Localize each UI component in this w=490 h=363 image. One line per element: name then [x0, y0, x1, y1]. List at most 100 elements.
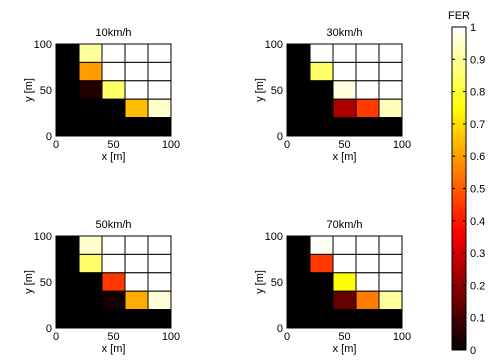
heatmap-cell: [286, 290, 311, 311]
colorbar-tick-label: 0.5: [470, 184, 485, 196]
heatmap-cell: [78, 61, 103, 82]
heatmap-cell: [309, 98, 334, 119]
heatmap-cell: [309, 235, 334, 255]
y-tick-label: 0: [277, 323, 283, 335]
x-axis-label: x [m]: [333, 151, 357, 163]
y-tick-label: 0: [46, 323, 52, 335]
heatmap-cell: [355, 61, 380, 82]
y-axis-label: y [m]: [23, 270, 35, 294]
heatmap-cell: [147, 309, 172, 329]
heatmap-cell: [101, 98, 126, 119]
heatmap-cell: [101, 290, 126, 311]
panel-title: 10km/h: [95, 27, 131, 39]
heatmap-cell: [309, 272, 334, 292]
colorbar-tick-label: 0.3: [470, 248, 485, 260]
colorbar-gradient: [452, 27, 466, 350]
y-tick-label: 50: [271, 277, 283, 289]
y-tick-label: 100: [265, 39, 283, 51]
heatmap-cell: [124, 309, 149, 329]
heatmap-cell: [55, 61, 80, 82]
y-tick-label: 100: [265, 231, 283, 243]
y-axis-label: y [m]: [254, 270, 266, 294]
heatmap-cell: [101, 235, 126, 255]
x-tick-label: 50: [338, 139, 350, 151]
heatmap-cell: [286, 253, 311, 274]
heatmap-cell: [332, 61, 357, 82]
heatmap-cell: [124, 272, 149, 292]
heatmap-cell: [124, 80, 149, 100]
y-axis-label: y [m]: [23, 78, 35, 102]
panel-title: 70km/h: [326, 219, 362, 231]
heatmap-cell: [55, 98, 80, 119]
heatmap-cell: [378, 309, 403, 329]
x-tick-label: 100: [162, 331, 180, 343]
colorbar-tick-label: 0.8: [470, 87, 485, 99]
x-tick-label: 0: [53, 139, 59, 151]
heatmap-cell: [378, 80, 403, 100]
heatmap-cell: [378, 117, 403, 137]
x-tick-label: 50: [107, 331, 119, 343]
heatmap-cell: [124, 253, 149, 274]
heatmap-cell: [147, 43, 172, 63]
heatmap-cell: [286, 98, 311, 119]
x-tick-label: 50: [338, 331, 350, 343]
heatmap-cell: [147, 117, 172, 137]
colorbar-tick-label: 0: [470, 345, 476, 357]
heatmap-cell: [309, 61, 334, 82]
heatmap-cell: [332, 272, 357, 292]
heatmap-cell: [286, 61, 311, 82]
heatmap-cell: [147, 98, 172, 119]
heatmap-cell: [78, 43, 103, 63]
heatmap-cell: [78, 253, 103, 274]
heatmap-cell: [309, 253, 334, 274]
heatmap-cell: [78, 290, 103, 311]
heatmap-cell: [309, 309, 334, 329]
heatmap-cell: [286, 309, 311, 329]
x-axis-label: x [m]: [102, 151, 126, 163]
heatmap-cell: [78, 117, 103, 137]
heatmap-cell: [101, 61, 126, 82]
heatmap-cell: [147, 61, 172, 82]
colorbar-tick-label: 0.1: [470, 313, 485, 325]
heatmap-cell: [78, 80, 103, 100]
heatmap-cell: [355, 309, 380, 329]
heatmap-cell: [309, 290, 334, 311]
heatmap-cell: [355, 80, 380, 100]
y-tick-label: 50: [40, 85, 52, 97]
heatmap-cell: [309, 80, 334, 100]
colorbar-label: FER: [448, 10, 470, 22]
y-tick-label: 50: [40, 277, 52, 289]
heatmap-cell: [55, 253, 80, 274]
heatmap-cell: [332, 98, 357, 119]
heatmap-cell: [355, 290, 380, 311]
heatmap-cell: [55, 290, 80, 311]
heatmap-cell: [378, 98, 403, 119]
colorbar-tick-label: 0.4: [470, 216, 485, 228]
heatmap-cell: [355, 253, 380, 274]
x-tick-label: 0: [284, 331, 290, 343]
y-axis-label: y [m]: [254, 78, 266, 102]
heatmap-cell: [124, 290, 149, 311]
heatmap-cell: [78, 272, 103, 292]
heatmap-cell: [55, 117, 80, 137]
heatmap-cell: [101, 43, 126, 63]
heatmap-cell: [55, 43, 80, 63]
heatmap-cell: [332, 253, 357, 274]
colorbar-tick-label: 1: [470, 22, 476, 34]
heatmap-cell: [124, 235, 149, 255]
x-axis-label: x [m]: [333, 343, 357, 355]
heatmap-cell: [147, 80, 172, 100]
heatmap-cell: [78, 235, 103, 255]
heatmap-cell: [101, 253, 126, 274]
heatmap-cell: [124, 43, 149, 63]
heatmap-cell: [124, 117, 149, 137]
heatmap-cell: [55, 235, 80, 255]
heatmap-cell: [332, 80, 357, 100]
heatmap-cell: [378, 235, 403, 255]
y-tick-label: 50: [271, 85, 283, 97]
y-tick-label: 0: [277, 131, 283, 143]
heatmap-cell: [378, 290, 403, 311]
heatmap-cell: [332, 290, 357, 311]
heatmap-cell: [147, 290, 172, 311]
